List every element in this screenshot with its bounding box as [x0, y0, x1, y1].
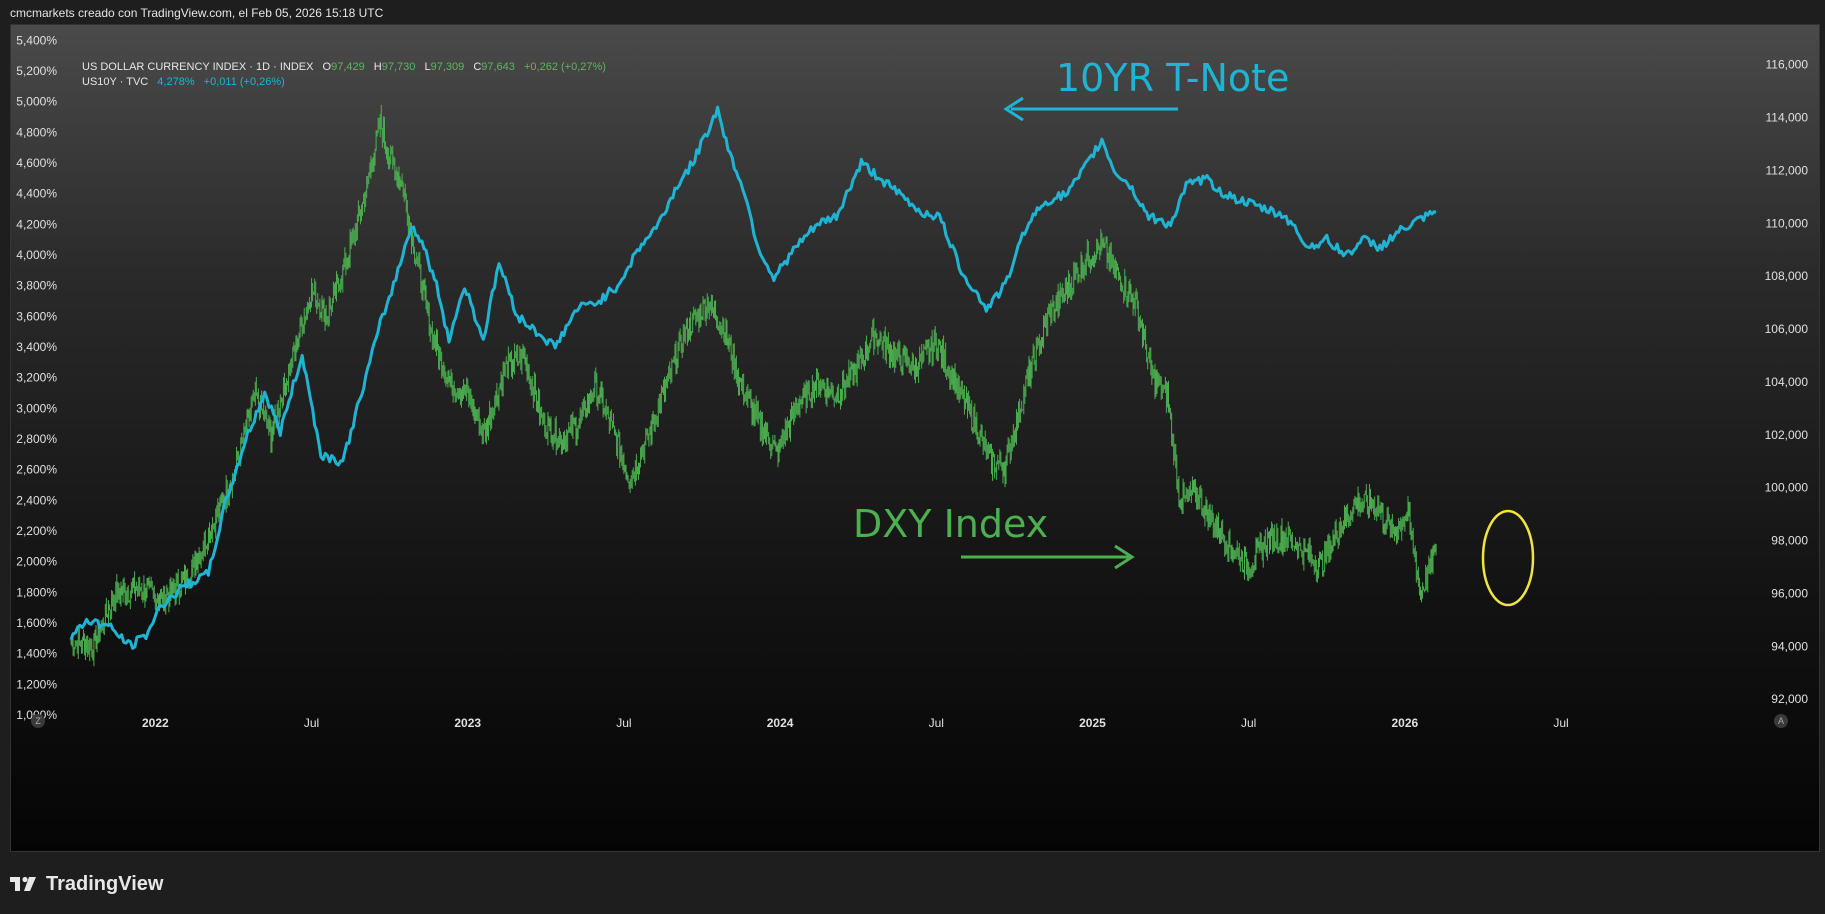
legend-close-value: 97,643: [481, 61, 515, 73]
y-left-tick-label: 4,800%: [16, 125, 57, 139]
legend-low-label: L: [424, 61, 431, 73]
y-left-tick-label: 2,800%: [16, 432, 57, 446]
legend-us10y-change: +0,011 (+0,26%): [203, 76, 285, 88]
chart-legend: US DOLLAR CURRENCY INDEX · 1D · INDEX O9…: [82, 60, 606, 90]
legend-us10y-name: US10Y · TVC: [82, 76, 149, 88]
footer-brand-label: TradingView: [46, 872, 164, 895]
y-left-tick-label: 4,200%: [16, 217, 57, 231]
y-right-tick-label: 102,000: [1765, 428, 1809, 442]
chart-svg: 1,000%1,200%1,400%1,600%1,800%2,000%2,20…: [16, 33, 1809, 730]
legend-high-label: H: [373, 61, 382, 73]
footer-brand[interactable]: TradingView: [10, 872, 163, 896]
y-left-tick-label: 4,400%: [16, 187, 57, 201]
attribution-text: cmcmarkets creado con TradingView.com, e…: [10, 6, 384, 20]
y-right-tick-label: 106,000: [1765, 322, 1809, 336]
y-left-tick-label: 2,200%: [16, 524, 57, 538]
y-left-tick-label: 5,200%: [16, 64, 57, 78]
y-right-tick-label: 108,000: [1765, 269, 1809, 283]
y-right-tick-label: 98,000: [1771, 534, 1808, 548]
y-left-tick-label: 1,200%: [16, 677, 57, 691]
y-right-tick-label: 112,000: [1766, 163, 1809, 177]
x-tick-label: 2026: [1392, 716, 1419, 730]
y-left-tick-label: 2,000%: [16, 555, 57, 569]
chart-area[interactable]: US DOLLAR CURRENCY INDEX · 1D · INDEX O9…: [10, 24, 1820, 852]
y-left-tick-label: 5,400%: [16, 33, 57, 47]
y-right-tick-label: 94,000: [1771, 639, 1808, 653]
y-right-tick-label: 96,000: [1771, 586, 1808, 600]
legend-open-value: 97,429: [331, 61, 365, 73]
y-right-tick-label: 92,000: [1771, 692, 1808, 706]
y-left-tick-label: 2,600%: [16, 463, 57, 477]
y-right-tick-label: 114,000: [1766, 111, 1809, 125]
annotation-dxy-label: DXY Index: [853, 502, 1048, 546]
x-tick-label: Jul: [304, 716, 319, 730]
annotation-dxy-arrowhead: [1114, 544, 1135, 570]
highlight-ellipse: [1481, 509, 1535, 607]
y-left-tick-label: 5,000%: [16, 95, 57, 109]
y-right-tick-label: 104,000: [1765, 375, 1809, 389]
legend-high-value: 97,730: [381, 61, 416, 73]
auto-scale-button: [1774, 714, 1788, 728]
y-left-tick-label: 1,600%: [16, 616, 57, 630]
scale-left-button: [31, 714, 45, 728]
legend-row-dxy[interactable]: US DOLLAR CURRENCY INDEX · 1D · INDEX O9…: [82, 60, 606, 75]
y-right-tick-label: 116,000: [1766, 58, 1809, 72]
annotation-10yr-arrowhead: [1003, 96, 1024, 122]
legend-open-label: O: [322, 61, 332, 73]
x-tick-label: Jul: [1553, 716, 1568, 730]
scale-left-button-label: Z: [35, 716, 41, 726]
legend-us10y-value: 4,278%: [157, 76, 195, 88]
y-right-tick-label: 100,000: [1765, 481, 1809, 495]
tradingview-logo-icon: [10, 876, 36, 891]
x-tick-label: 2024: [767, 716, 794, 730]
y-left-tick-label: 2,400%: [16, 493, 57, 507]
legend-close-label: C: [473, 61, 482, 73]
x-tick-label: Jul: [616, 716, 631, 730]
auto-scale-button-label: A: [1778, 716, 1784, 726]
legend-row-us10y[interactable]: US10Y · TVC 4,278% +0,011 (+0,26%): [82, 75, 606, 90]
x-tick-label: 2023: [454, 716, 481, 730]
x-tick-label: 2025: [1079, 716, 1106, 730]
y-left-tick-label: 3,200%: [16, 371, 57, 385]
annotation-10yr-label: 10YR T-Note: [1056, 56, 1289, 100]
y-left-tick-label: 3,600%: [16, 309, 57, 323]
y-left-tick-label: 3,400%: [16, 340, 57, 354]
legend-low-value: 97,309: [430, 61, 465, 73]
y-left-tick-label: 1,400%: [16, 647, 57, 661]
y-left-tick-label: 3,000%: [16, 401, 57, 415]
y-left-tick-label: 1,800%: [16, 585, 57, 599]
legend-dxy-name: US DOLLAR CURRENCY INDEX · 1D · INDEX: [82, 61, 314, 73]
us10y-line: [69, 105, 1437, 650]
x-tick-label: Jul: [929, 716, 944, 730]
x-tick-label: Jul: [1241, 716, 1256, 730]
y-right-tick-label: 110,000: [1766, 216, 1809, 230]
x-tick-label: 2022: [142, 716, 169, 730]
y-left-tick-label: 3,800%: [16, 279, 57, 293]
y-left-tick-label: 4,000%: [16, 248, 57, 262]
y-left-tick-label: 4,600%: [16, 156, 57, 170]
legend-change-value: +0,262 (+0,27%): [523, 61, 606, 73]
